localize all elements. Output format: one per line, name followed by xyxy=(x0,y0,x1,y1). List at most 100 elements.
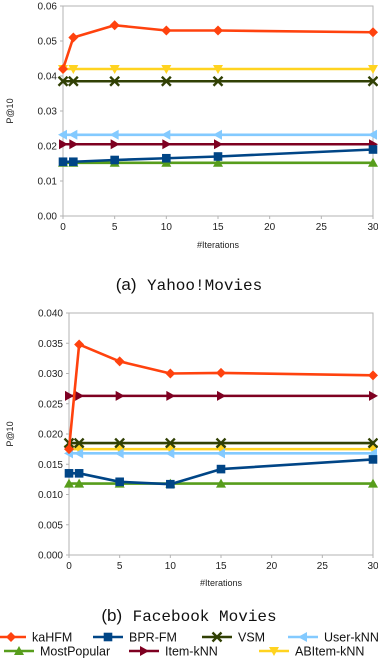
data-point-abitem-knn xyxy=(109,65,120,74)
data-point-bpr-fm xyxy=(162,153,171,163)
y-tick-label: 0.030 xyxy=(38,369,63,380)
data-point-mostpopular xyxy=(74,478,85,488)
data-point-kahfm xyxy=(368,27,378,38)
legend-swatch-marker xyxy=(103,632,113,642)
legend-swatch-marker xyxy=(14,646,24,655)
data-point-abitem-knn xyxy=(74,445,85,455)
series-abitem-knn xyxy=(64,445,378,455)
data-point-abitem-knn xyxy=(216,445,226,455)
series-kahfm xyxy=(58,20,378,74)
data-point-vsm xyxy=(215,437,227,449)
data-point-abitem-knn xyxy=(68,65,79,74)
plot-frame xyxy=(62,5,374,217)
legend-label: MostPopular xyxy=(40,645,110,659)
legend-label: kaHFM xyxy=(32,631,72,645)
legend-swatch-marker xyxy=(298,632,307,642)
data-point-kahfm xyxy=(213,25,223,36)
y-tick-label: 0.04 xyxy=(38,72,58,83)
data-point-vsm xyxy=(67,75,79,87)
y-tick-label: 0.035 xyxy=(38,339,63,350)
data-point-item-knn xyxy=(75,390,85,401)
legend-swatch-marker xyxy=(269,647,279,656)
y-tick-label: 0.05 xyxy=(38,37,58,48)
legend-label: BPR-FM xyxy=(129,631,177,645)
y-axis-title: P@10 xyxy=(5,421,15,446)
data-point-vsm xyxy=(57,75,69,87)
legend-item-item-knn: Item-kNN xyxy=(129,645,218,659)
data-point-vsm-stroke-b xyxy=(109,75,121,87)
data-point-bpr-fm xyxy=(368,455,378,464)
data-point-vsm xyxy=(109,75,121,87)
x-tick-label: 25 xyxy=(317,561,329,572)
data-point-bpr-fm xyxy=(166,479,175,489)
data-point-bpr-fm xyxy=(213,152,223,161)
x-tick-label: 20 xyxy=(264,222,276,233)
data-point-user-knn xyxy=(213,129,222,140)
y-tick-label: 0.025 xyxy=(38,399,63,410)
data-point-abitem-knn xyxy=(161,65,172,74)
data-point-kahfm xyxy=(64,444,74,455)
caption-label: (a) xyxy=(116,275,137,294)
series-item-knn xyxy=(65,390,378,401)
data-point-item-knn xyxy=(59,139,68,150)
caption-name: Yahoo!Movies xyxy=(147,277,262,295)
data-point-vsm-stroke-b xyxy=(57,75,69,87)
data-point-bpr-fm xyxy=(69,157,78,167)
data-point-kahfm xyxy=(109,20,120,31)
series-vsm xyxy=(63,437,378,449)
data-point-user-knn xyxy=(58,129,67,140)
data-point-mostpopular xyxy=(64,478,74,488)
data-point-vsm xyxy=(73,437,85,449)
data-point-bpr-fm xyxy=(368,145,378,154)
y-tick-label: 0.010 xyxy=(38,490,63,501)
data-point-abitem-knn xyxy=(368,445,378,455)
data-point-user-knn xyxy=(368,129,377,140)
data-point-kahfm xyxy=(165,368,176,379)
data-point-bpr-fm xyxy=(58,157,68,167)
caption-facebook-movies: (b) Facebook Movies xyxy=(101,606,276,626)
data-point-vsm-stroke-b xyxy=(67,75,79,87)
caption-name: Facebook Movies xyxy=(133,608,277,626)
data-point-item-knn xyxy=(115,390,125,401)
legend-item-vsm: VSM xyxy=(202,631,265,645)
x-tick-label: 20 xyxy=(266,561,278,572)
legend-label: Item-kNN xyxy=(165,645,218,659)
caption-yahoo-movies: (a) Yahoo!Movies xyxy=(116,275,262,295)
data-point-abitem-knn xyxy=(114,445,125,455)
x-tick-label: 25 xyxy=(316,222,328,233)
data-point-vsm xyxy=(212,75,224,87)
data-point-vsm-stroke-b xyxy=(164,437,176,449)
legend: kaHFM BPR-FM VSM User-kNN MostPopular Item-kN… xyxy=(0,631,378,659)
y-axis-title: P@10 xyxy=(5,98,15,123)
x-tick-label: 15 xyxy=(212,222,224,233)
data-point-user-knn xyxy=(74,448,84,459)
x-tick-label: 0 xyxy=(60,222,66,233)
y-tick-label: 0.01 xyxy=(38,177,58,188)
series-line-kahfm xyxy=(61,23,374,70)
y-tick-label: 0.020 xyxy=(38,430,63,441)
series-abitem-knn xyxy=(58,65,378,74)
data-point-item-knn xyxy=(214,139,223,150)
data-point-kahfm xyxy=(368,370,378,381)
chart-yahoo-movies: 0.00 0.01 0.02 0.03 0.04 0.05 0.06 0 5 10 15 20 25 30… xyxy=(5,2,378,250)
data-point-vsm xyxy=(114,437,126,449)
legend-label: ABItem-kNN xyxy=(295,645,364,659)
y-tick-label: 0.02 xyxy=(38,142,58,153)
x-tick-label: 10 xyxy=(165,561,177,572)
legend-item-bpr-fm: BPR-FM xyxy=(93,631,177,645)
data-point-vsm-stroke-b xyxy=(212,75,224,87)
data-point-kahfm xyxy=(216,367,226,378)
data-point-item-knn xyxy=(369,390,378,401)
y-tick-label: 0.015 xyxy=(38,460,63,471)
series-vsm xyxy=(57,75,378,87)
data-point-item-knn xyxy=(69,139,79,150)
y-tick-label: 0.06 xyxy=(38,2,58,13)
data-point-kahfm xyxy=(161,25,172,36)
data-point-bpr-fm xyxy=(74,469,84,478)
caption-label: (b) xyxy=(101,606,122,625)
data-point-user-knn xyxy=(109,129,119,140)
series-bpr-fm xyxy=(64,455,378,489)
x-tick-label: 30 xyxy=(367,561,378,572)
data-point-bpr-fm xyxy=(110,155,119,165)
